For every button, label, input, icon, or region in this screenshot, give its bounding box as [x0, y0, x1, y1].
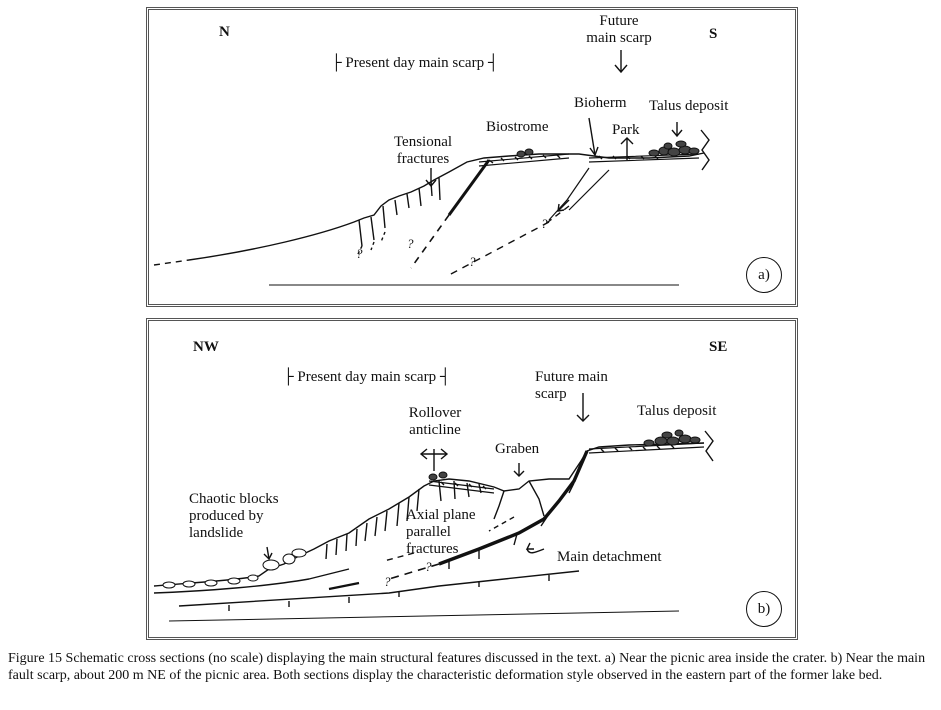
present-scarp-label: ├ Present day main scarp ┤ — [331, 55, 499, 71]
present-scarp-label-b: ├ Present day main scarp ┤ — [283, 369, 451, 385]
section-a-drawing: ? ? ? ? — [153, 50, 710, 286]
direction-north-label: N — [219, 24, 230, 40]
section-b-drawing: ? ? — [153, 393, 714, 622]
future-scarp-line1: Future — [599, 13, 639, 29]
direction-northwest-label: NW — [193, 339, 219, 355]
future-line1: Future main — [535, 369, 608, 385]
axial-line3: fractures — [406, 541, 459, 557]
axial-line2: parallel — [406, 524, 451, 540]
future-scarp-label: Future main scarp — [579, 13, 659, 47]
panel-a-marker: a) — [746, 257, 782, 293]
talus-label: Talus deposit — [649, 98, 729, 114]
svg-text:?: ? — [384, 574, 391, 589]
main-detachment-label: Main detachment — [557, 549, 662, 565]
panel-b-marker: b) — [746, 591, 782, 627]
talus-label-b: Talus deposit — [637, 403, 717, 419]
tensional-line2: fractures — [396, 151, 450, 167]
park-label: Park — [612, 122, 640, 138]
rollover-anticline-label: Rollover anticline — [399, 405, 471, 439]
svg-text:?: ? — [356, 246, 363, 261]
chaotic-line2: produced by — [189, 508, 264, 524]
tensional-line1: Tensional — [393, 134, 453, 150]
direction-southeast-label: SE — [709, 339, 728, 355]
tensional-fractures-label: Tensional fractures — [387, 134, 459, 168]
rollover-line2: anticline — [409, 422, 461, 438]
future-scarp-line2: main scarp — [586, 30, 652, 46]
rollover-line1: Rollover — [408, 405, 462, 421]
axial-plane-label: Axial plane parallel fractures — [406, 507, 476, 558]
bioherm-label: Bioherm — [574, 95, 627, 111]
chaotic-blocks-label: Chaotic blocks produced by landslide — [189, 491, 279, 542]
biostrome-label: Biostrome — [486, 119, 549, 135]
svg-text:?: ? — [407, 236, 414, 251]
axial-line1: Axial plane — [406, 507, 476, 523]
future-line2: scarp — [535, 386, 567, 402]
graben-label: Graben — [495, 441, 540, 457]
future-scarp-label-b: Future main scarp — [535, 369, 608, 403]
cross-section-b: ? ? NW SE ├ Present day main scarp ┤ Fut… — [146, 318, 798, 640]
chaotic-line3: landslide — [189, 525, 244, 541]
cross-section-a: ? ? ? ? N S ├ Present day main scarp ┤ F… — [146, 7, 798, 307]
chaotic-line1: Chaotic blocks — [189, 491, 279, 507]
svg-text:?: ? — [425, 559, 432, 574]
svg-text:?: ? — [469, 254, 476, 269]
figure-caption: Figure 15 Schematic cross sections (no s… — [8, 651, 926, 683]
svg-text:?: ? — [541, 216, 548, 231]
direction-south-label: S — [709, 26, 718, 42]
